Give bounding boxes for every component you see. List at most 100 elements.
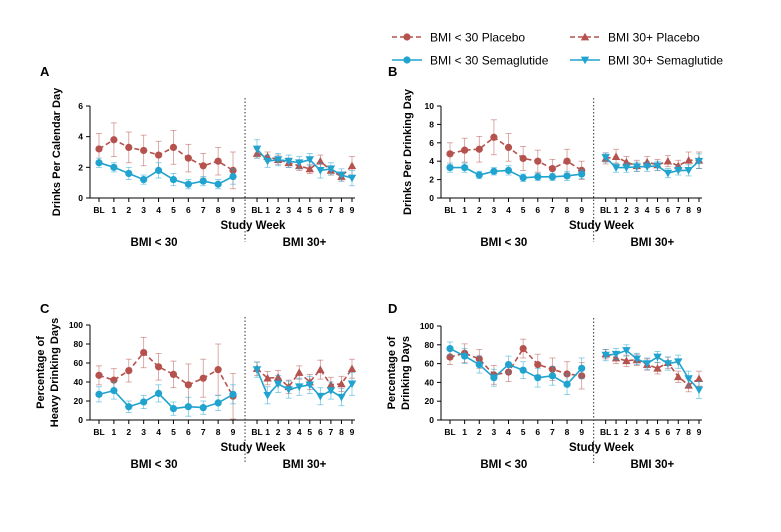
y-tick-label: 20 xyxy=(74,396,84,406)
series-bmi_lt30_placebo xyxy=(95,122,237,190)
data-point xyxy=(140,176,148,184)
x-tick-label: BL xyxy=(444,427,455,437)
x-tick-label: 3 xyxy=(286,427,291,437)
data-point xyxy=(504,143,513,151)
data-point xyxy=(622,164,631,172)
x-tick-label: 4 xyxy=(297,205,302,215)
group-bmi-30plus: BL 1 2 3 4 5 6 7 8 9 BMI 30+ xyxy=(251,139,357,249)
data-point xyxy=(295,368,304,376)
series-line xyxy=(256,152,353,178)
x-axis-label: Study Week xyxy=(220,220,286,232)
data-point xyxy=(273,156,283,164)
data-point xyxy=(519,174,527,182)
data-point xyxy=(446,164,454,172)
x-tick-label: 6 xyxy=(666,205,671,215)
x-tick-label: 8 xyxy=(565,205,570,215)
x-tick-label: 9 xyxy=(231,427,236,437)
y-tick-label: 8 xyxy=(429,119,434,129)
x-tick-label: BL xyxy=(444,205,455,215)
x-tick-label: 8 xyxy=(216,427,221,437)
data-point xyxy=(110,136,118,144)
legend-label: BMI 30+ Placebo xyxy=(608,31,700,45)
data-point xyxy=(214,399,222,407)
data-point xyxy=(461,146,469,154)
x-tick-label: 7 xyxy=(201,427,206,437)
data-point xyxy=(305,156,314,164)
group-label: BMI < 30 xyxy=(131,459,178,471)
data-point xyxy=(284,157,293,166)
data-point xyxy=(601,351,610,360)
series-line xyxy=(449,347,583,386)
data-point xyxy=(295,383,304,391)
data-point xyxy=(110,163,118,171)
series-line xyxy=(98,138,234,172)
data-point xyxy=(504,166,513,174)
x-tick-label: 5 xyxy=(171,427,176,437)
data-point xyxy=(632,355,641,364)
legend-marker xyxy=(403,56,411,64)
x-tick-label: 2 xyxy=(126,205,131,215)
panel-label: A xyxy=(40,64,50,79)
data-point xyxy=(347,161,357,170)
x-tick-label: 2 xyxy=(276,205,281,215)
group-label: BMI 30+ xyxy=(630,237,674,249)
x-tick-label: 5 xyxy=(655,427,660,437)
panel-label: C xyxy=(40,301,50,316)
data-point xyxy=(337,171,346,180)
legend-item-bmi_30p_placebo: BMI 30+ Placebo xyxy=(570,31,700,45)
legend-marker xyxy=(580,32,590,41)
x-tick-label: 4 xyxy=(156,205,161,215)
data-point xyxy=(684,156,693,164)
x-tick-label: 7 xyxy=(676,205,681,215)
data-point xyxy=(548,164,557,173)
data-point xyxy=(169,370,178,378)
series-bmi_30p_sema xyxy=(252,361,357,407)
x-tick-label: 7 xyxy=(676,427,681,437)
legend: BMI < 30 Placebo BMI 30+ Placebo BMI < 30 … xyxy=(392,31,723,68)
data-point xyxy=(305,164,314,173)
data-point xyxy=(601,154,610,162)
data-point xyxy=(578,170,586,178)
y-tick-label: 80 xyxy=(425,340,435,350)
data-point xyxy=(305,381,314,390)
x-tick-label: 7 xyxy=(550,205,555,215)
data-point xyxy=(169,405,178,413)
y-axis-label: Drinking Days xyxy=(400,336,412,410)
y-tick-label: 100 xyxy=(69,320,83,330)
series-bmi_30p_sema xyxy=(601,152,704,179)
y-tick-label: 60 xyxy=(74,358,84,368)
data-point xyxy=(273,380,283,389)
x-tick-label: 4 xyxy=(506,427,511,437)
series-line xyxy=(449,136,583,172)
data-point xyxy=(694,386,704,395)
data-point xyxy=(252,145,262,154)
panel-label: B xyxy=(388,64,397,79)
data-point xyxy=(263,374,272,382)
series-line xyxy=(605,349,700,391)
series-bmi_lt30_placebo xyxy=(95,336,237,420)
series-bmi_lt30_sema xyxy=(95,381,237,417)
data-point xyxy=(140,398,148,406)
data-point xyxy=(642,163,652,171)
x-axis-label: Study Week xyxy=(569,220,635,232)
x-tick-label: 3 xyxy=(141,205,146,215)
x-tick-label: 8 xyxy=(216,205,221,215)
data-point xyxy=(295,159,304,167)
x-tick-label: 4 xyxy=(297,427,302,437)
data-point xyxy=(184,381,192,389)
y-axis-label: Drinks Per Drinking Day xyxy=(402,88,414,215)
data-point xyxy=(154,151,163,159)
series-bmi_lt30_placebo xyxy=(446,119,586,181)
y-tick-label: 6 xyxy=(429,138,434,148)
group-label: BMI 30+ xyxy=(630,459,674,471)
data-point xyxy=(622,356,631,365)
x-tick-label: BL xyxy=(93,427,104,437)
group-bmi-30plus: BL 1 2 3 4 5 6 7 8 9 BMI 30+ xyxy=(600,148,704,249)
legend-marker xyxy=(403,33,411,41)
data-point xyxy=(347,380,357,389)
data-point xyxy=(252,366,262,374)
data-point xyxy=(214,180,222,188)
x-tick-label: 3 xyxy=(634,427,639,437)
y-tick-label: 100 xyxy=(420,321,434,331)
